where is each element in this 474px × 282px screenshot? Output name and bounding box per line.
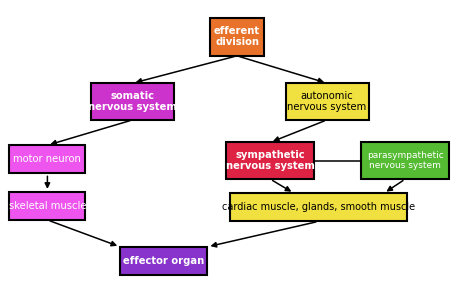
- FancyBboxPatch shape: [361, 142, 449, 179]
- FancyBboxPatch shape: [210, 17, 264, 56]
- FancyBboxPatch shape: [229, 193, 407, 221]
- FancyBboxPatch shape: [9, 192, 85, 220]
- FancyBboxPatch shape: [91, 83, 174, 120]
- Text: autonomic
nervous system: autonomic nervous system: [287, 91, 367, 112]
- Text: sympathetic
nervous system: sympathetic nervous system: [226, 150, 315, 171]
- Text: effector organ: effector organ: [123, 256, 204, 266]
- FancyBboxPatch shape: [226, 142, 314, 179]
- FancyBboxPatch shape: [9, 145, 85, 173]
- Text: somatic
nervous system: somatic nervous system: [88, 91, 177, 112]
- Text: motor neuron: motor neuron: [13, 154, 82, 164]
- FancyBboxPatch shape: [285, 83, 368, 120]
- FancyBboxPatch shape: [119, 247, 207, 275]
- Text: parasympathetic
nervous system: parasympathetic nervous system: [367, 151, 444, 170]
- Text: skeletal muscle: skeletal muscle: [9, 201, 86, 211]
- Text: cardiac muscle, glands, smooth muscle: cardiac muscle, glands, smooth muscle: [222, 202, 415, 212]
- Text: efferent
division: efferent division: [214, 26, 260, 47]
